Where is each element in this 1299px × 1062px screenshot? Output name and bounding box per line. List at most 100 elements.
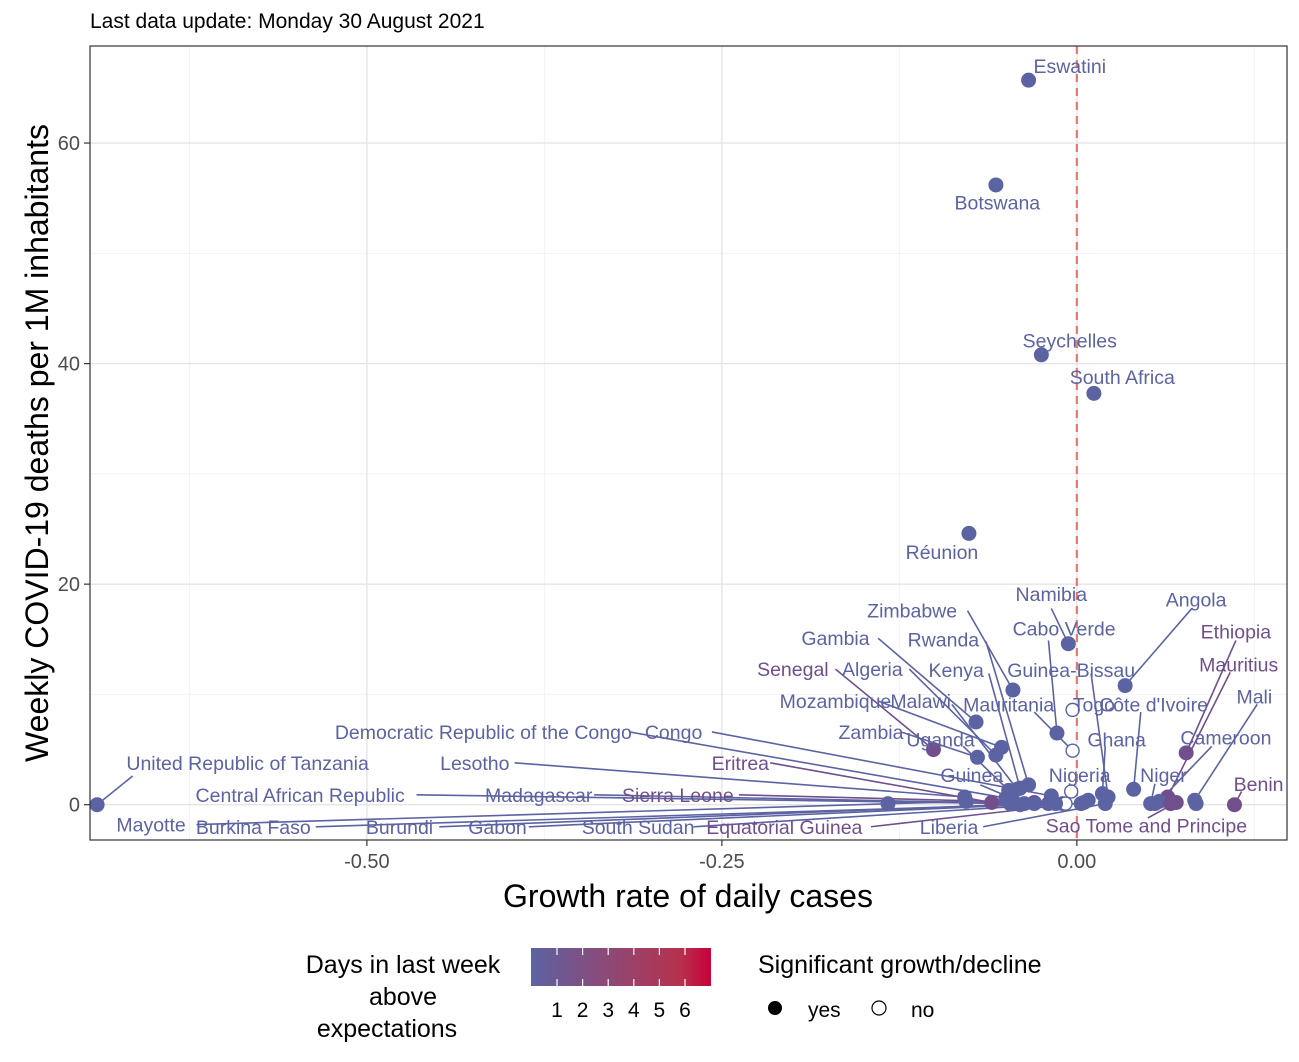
- leader-line: [1047, 640, 1058, 734]
- point-label: Sierra Leone: [622, 785, 734, 807]
- data-point: [925, 742, 941, 758]
- color-legend-tick-label: 3: [602, 999, 614, 1022]
- data-point: [1188, 796, 1204, 812]
- data-point: [1126, 781, 1142, 797]
- leader-line: [962, 745, 1010, 791]
- leader-line: [1090, 673, 1109, 798]
- color-legend-gradient-bar: [531, 948, 711, 986]
- leader-line: [1132, 712, 1142, 790]
- color-legend-bar: [531, 948, 711, 986]
- point-label: Seychelles: [1023, 330, 1118, 352]
- point-label: Sao Tome and Principe: [1046, 816, 1247, 838]
- y-tick-label: 60: [58, 133, 80, 155]
- data-point: [1097, 796, 1113, 812]
- leader-line: [877, 637, 977, 723]
- data-point: [969, 749, 985, 765]
- point-label: Mauritius: [1199, 655, 1278, 677]
- data-point-hollow: [1063, 784, 1079, 799]
- data-point: [1178, 745, 1194, 761]
- shape-legend-title: Significant growth/decline: [758, 951, 1042, 979]
- data-point: [89, 797, 105, 813]
- x-tick-label: 0.00: [1057, 851, 1096, 873]
- leader-line: [1167, 672, 1231, 798]
- leader-line: [877, 700, 1002, 749]
- point-label: Mayotte: [116, 815, 185, 837]
- leader-line: [439, 802, 1035, 828]
- point-label: Réunion: [906, 542, 979, 564]
- color-legend-title-line-1: Days in last week: [306, 951, 501, 979]
- color-legend-tick-label: 2: [577, 999, 589, 1022]
- y-axis-ticks: 0 20 40 60: [58, 133, 90, 817]
- point-labels: Eswatini Botswana Seychelles South Africa Ré…: [116, 56, 1283, 839]
- point-label: Zambia: [838, 722, 903, 744]
- color-legend-title-line-3: expectations: [317, 1015, 457, 1043]
- point-label: Algeria: [842, 659, 903, 681]
- point-label: Burundi: [366, 817, 433, 839]
- x-tick-label: -0.50: [344, 851, 390, 873]
- leader-line: [900, 731, 978, 759]
- leader-line: [985, 641, 1030, 786]
- data-point: [1086, 385, 1102, 401]
- point-label: South Sudan: [582, 817, 695, 839]
- point-label: Senegal: [757, 659, 829, 681]
- point-label: Gambia: [801, 628, 869, 650]
- point-label: Eswatini: [1033, 56, 1106, 78]
- point-label: Namibia: [1016, 584, 1088, 606]
- leader-line: [908, 668, 997, 756]
- x-axis-ticks: -0.50 -0.25 0.00: [344, 840, 1096, 873]
- point-label: Ghana: [1087, 730, 1146, 752]
- data-point: [994, 739, 1010, 755]
- color-legend-tick-label: 6: [679, 999, 691, 1022]
- data-point: [1226, 797, 1242, 813]
- point-label: South Africa: [1070, 367, 1175, 389]
- data-point: [1033, 347, 1049, 363]
- point-label: Niger: [1140, 765, 1187, 787]
- shape-legend-label-yes: yes: [808, 999, 841, 1022]
- color-legend-title-line-2: above: [369, 983, 437, 1011]
- point-label: Mali: [1236, 687, 1272, 709]
- point-label: Equatorial Guinea: [706, 817, 862, 839]
- data-point: [1021, 72, 1037, 88]
- color-legend-tick-label: 4: [628, 999, 640, 1022]
- leader-line: [416, 793, 1011, 805]
- color-legend-tick-label: 1: [551, 999, 563, 1022]
- point-label: Congo: [645, 722, 703, 744]
- leader-line: [196, 800, 967, 826]
- leader-line: [834, 668, 934, 751]
- y-axis-title: Weekly COVID-19 deaths per 1M inhabitant…: [19, 124, 55, 762]
- point-label: Gabon: [468, 817, 527, 839]
- data-point: [1026, 796, 1042, 812]
- shape-legend: Significant growth/decline yes no: [758, 951, 1042, 1022]
- leader-line: [514, 762, 965, 798]
- point-label: Benin: [1234, 774, 1284, 796]
- data-point: [1147, 796, 1163, 812]
- data-point: [988, 177, 1004, 193]
- data-point: [968, 714, 984, 730]
- point-label: Malawi: [890, 691, 951, 713]
- y-tick-label: 0: [69, 795, 80, 817]
- point-label: United Republic of Tanzania: [126, 753, 369, 775]
- y-tick-label: 40: [58, 354, 80, 376]
- data-point: [1048, 796, 1064, 812]
- point-label: Madagascar: [485, 785, 593, 807]
- x-axis-title: Growth rate of daily cases: [503, 878, 873, 914]
- data-point-hollow: [1065, 743, 1080, 758]
- point-label: Mozambique: [780, 691, 892, 713]
- point-label: Uganda: [906, 730, 974, 752]
- point-label: Mauritania: [963, 694, 1054, 716]
- data-point: [958, 793, 974, 809]
- shape-legend-hollow-key: [871, 1000, 887, 1016]
- point-label: Togo: [1073, 694, 1115, 716]
- leader-line: [693, 802, 1063, 828]
- point-label: Angola: [1166, 590, 1227, 612]
- leader-line: [1194, 703, 1258, 801]
- leader-line: [1101, 746, 1107, 794]
- grid-lines: [90, 46, 1287, 840]
- data-point-hollow: [1065, 702, 1080, 718]
- point-label: Democratic Republic of the Congo: [335, 722, 632, 744]
- point-label: Lesotho: [440, 753, 510, 775]
- data-point: [1163, 796, 1179, 812]
